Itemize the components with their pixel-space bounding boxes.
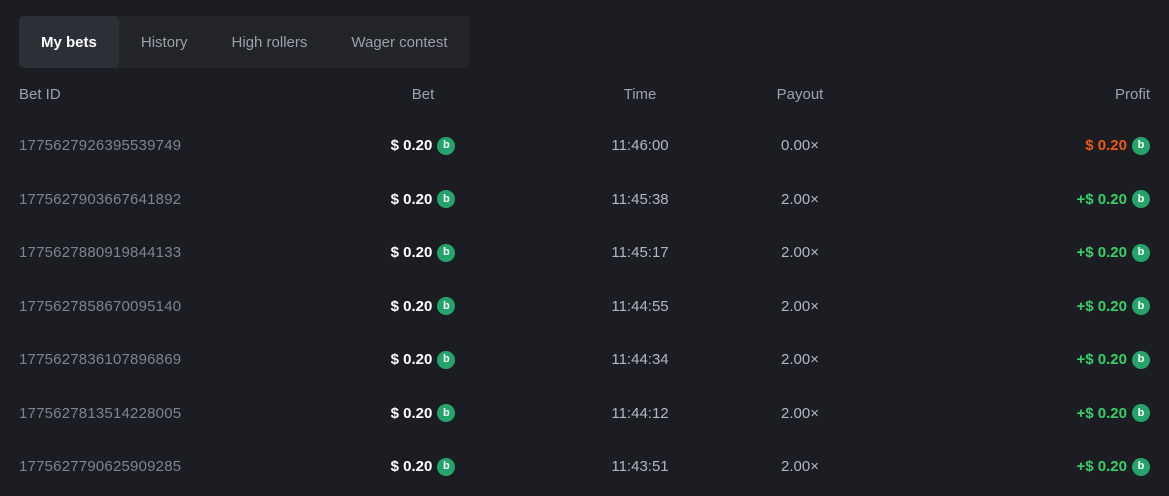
coin-icon: b — [1132, 350, 1150, 369]
bet-amount: $ 0.20 — [390, 244, 433, 262]
bet-profit-cell: +$ 0.20 b — [1076, 190, 1150, 209]
bet-amount-cell: $ 0.20 b — [390, 243, 456, 262]
bet-time: 11:44:12 — [611, 404, 669, 422]
bet-row[interactable]: 1775627926395539749 $ 0.20 b 11:46:00 0.… — [0, 119, 1169, 173]
bet-profit-cell: +$ 0.20 b — [1076, 457, 1150, 476]
coin-icon: b — [437, 404, 456, 423]
bet-profit-cell: +$ 0.20 b — [1076, 404, 1150, 423]
bet-payout: 2.00× — [781, 297, 819, 315]
bet-profit-amount: +$ 0.20 — [1076, 351, 1127, 369]
bet-id-link[interactable]: 1775627836107896869 — [19, 351, 182, 369]
bet-profit-amount: +$ 0.20 — [1076, 190, 1127, 208]
tab-history[interactable]: History — [119, 16, 210, 68]
bet-amount: $ 0.20 — [390, 458, 433, 476]
bets-tabs: My bets History High rollers Wager contest — [19, 16, 470, 68]
bet-time: 11:46:00 — [611, 137, 669, 155]
bet-payout: 2.00× — [781, 404, 819, 422]
bet-payout: 2.00× — [781, 458, 819, 476]
bet-row[interactable]: 1775627880919844133 $ 0.20 b 11:45:17 2.… — [0, 226, 1169, 280]
bet-time: 11:45:38 — [611, 190, 669, 208]
coin-icon: b — [1132, 297, 1150, 316]
coin-icon: b — [1132, 136, 1150, 155]
coin-icon: b — [437, 350, 456, 369]
bet-amount: $ 0.20 — [390, 297, 433, 315]
column-header-payout: Payout — [776, 85, 824, 103]
tab-high-rollers[interactable]: High rollers — [210, 16, 330, 68]
bets-table-body: 1775627926395539749 $ 0.20 b 11:46:00 0.… — [0, 119, 1169, 494]
bet-amount: $ 0.20 — [390, 137, 433, 155]
coin-icon: b — [1132, 404, 1150, 423]
bet-row[interactable]: 1775627903667641892 $ 0.20 b 11:45:38 2.… — [0, 173, 1169, 227]
coin-icon: b — [1132, 243, 1150, 262]
bet-payout: 0.00× — [781, 137, 819, 155]
coin-icon: b — [437, 297, 456, 316]
bet-time: 11:44:55 — [611, 297, 669, 315]
coin-icon: b — [437, 136, 456, 155]
bet-row[interactable]: 1775627790625909285 $ 0.20 b 11:43:51 2.… — [0, 440, 1169, 494]
bet-amount: $ 0.20 — [390, 351, 433, 369]
bet-profit-amount: +$ 0.20 — [1076, 297, 1127, 315]
bet-row[interactable]: 1775627836107896869 $ 0.20 b 11:44:34 2.… — [0, 333, 1169, 387]
bet-time: 11:43:51 — [611, 458, 669, 476]
bet-profit-amount: +$ 0.20 — [1076, 244, 1127, 262]
tab-wager-contest[interactable]: Wager contest — [329, 16, 469, 68]
bet-profit-cell: $ 0.20 b — [1085, 136, 1150, 155]
coin-icon: b — [1132, 457, 1150, 476]
bet-amount: $ 0.20 — [390, 190, 433, 208]
coin-icon: b — [437, 243, 456, 262]
column-header-profit: Profit — [1114, 85, 1150, 103]
coin-icon: b — [1132, 190, 1150, 209]
bet-profit-amount: +$ 0.20 — [1076, 458, 1127, 476]
column-header-bet: Bet — [411, 85, 435, 103]
bet-amount-cell: $ 0.20 b — [390, 404, 456, 423]
bet-time: 11:45:17 — [611, 244, 669, 262]
bet-amount-cell: $ 0.20 b — [390, 457, 456, 476]
bet-payout: 2.00× — [781, 190, 819, 208]
bet-profit-amount: +$ 0.20 — [1076, 404, 1127, 422]
bet-profit-amount: $ 0.20 — [1085, 137, 1127, 155]
bet-amount-cell: $ 0.20 b — [390, 190, 456, 209]
bet-id-link[interactable]: 1775627880919844133 — [19, 244, 182, 262]
bet-id-link[interactable]: 1775627790625909285 — [19, 458, 182, 476]
bet-amount: $ 0.20 — [390, 404, 433, 422]
bet-payout: 2.00× — [781, 244, 819, 262]
bet-row[interactable]: 1775627813514228005 $ 0.20 b 11:44:12 2.… — [0, 387, 1169, 441]
bet-id-link[interactable]: 1775627926395539749 — [19, 137, 182, 155]
bet-profit-cell: +$ 0.20 b — [1076, 243, 1150, 262]
bet-amount-cell: $ 0.20 b — [390, 350, 456, 369]
bet-amount-cell: $ 0.20 b — [390, 136, 456, 155]
bet-time: 11:44:34 — [611, 351, 669, 369]
column-header-time: Time — [623, 85, 657, 103]
bet-id-link[interactable]: 1775627903667641892 — [19, 190, 182, 208]
bet-amount-cell: $ 0.20 b — [390, 297, 456, 316]
column-header-bet-id: Bet ID — [19, 85, 61, 103]
coin-icon: b — [437, 457, 456, 476]
bet-profit-cell: +$ 0.20 b — [1076, 350, 1150, 369]
bet-id-link[interactable]: 1775627858670095140 — [19, 297, 182, 315]
bet-id-link[interactable]: 1775627813514228005 — [19, 404, 182, 422]
bet-profit-cell: +$ 0.20 b — [1076, 297, 1150, 316]
bet-payout: 2.00× — [781, 351, 819, 369]
coin-icon: b — [437, 190, 456, 209]
bet-row[interactable]: 1775627858670095140 $ 0.20 b 11:44:55 2.… — [0, 280, 1169, 334]
tab-my-bets[interactable]: My bets — [19, 16, 119, 68]
table-header-row: Bet ID Bet Time Payout Profit — [0, 74, 1169, 114]
